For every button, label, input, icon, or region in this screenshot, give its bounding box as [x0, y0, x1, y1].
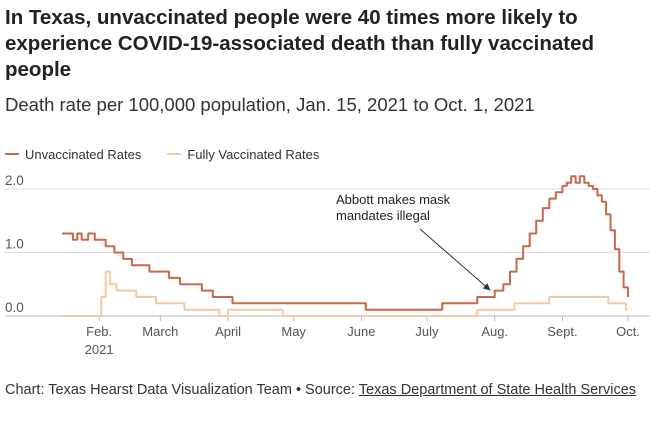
chart-title: In Texas, unvaccinated people were 40 ti…	[5, 6, 595, 81]
x-tick-sublabel: 2021	[85, 342, 114, 357]
y-tick-label: 0.0	[5, 300, 24, 315]
x-tick-label: Aug.	[481, 324, 508, 339]
annotation-arrowhead	[482, 283, 491, 291]
series-line-unvaccinated	[62, 175, 629, 311]
series-line-fully-vaccinated	[62, 270, 628, 317]
annotation-text: Abbott makes mask	[336, 192, 451, 207]
footer-credit: Chart: Texas Hearst Data Visualization T…	[5, 382, 359, 398]
legend-label-unvaccinated: Unvaccinated Rates	[25, 146, 142, 162]
x-tick-label: Feb.	[86, 324, 112, 339]
legend: Unvaccinated Rates Fully Vaccinated Rate…	[5, 145, 345, 163]
x-tick-label: June	[347, 324, 375, 339]
source-link[interactable]: Texas Department of State Health Service…	[358, 382, 637, 398]
chart-subtitle: Death rate per 100,000 population, Jan. …	[5, 94, 535, 115]
series-lines	[62, 175, 629, 317]
y-tick-label: 1.0	[5, 237, 24, 252]
legend-item-unvaccinated: Unvaccinated Rates	[5, 147, 141, 162]
x-axis-ticks: Feb. 2021 March April May June July Aug. Sept. Oc…	[85, 316, 640, 357]
annotation-text: mandates illegal	[336, 208, 430, 223]
legend-item-fully-vaccinated: Fully Vaccinated Rates	[167, 147, 319, 162]
x-tick-label: Oct.	[616, 324, 640, 339]
x-tick-label: May	[281, 324, 306, 339]
legend-swatch-unvaccinated	[5, 153, 19, 155]
legend-swatch-fully-vaccinated	[167, 153, 182, 155]
x-tick-label: April	[215, 324, 241, 339]
y-axis-ticks: 0.0 1.0 2.0	[5, 173, 24, 315]
annotation-arrow-line	[419, 228, 491, 291]
line-chart: 0.0 1.0 2.0 Feb. 2021 March April May June July A…	[5, 173, 650, 357]
legend-label-fully-vaccinated: Fully Vaccinated Rates	[187, 146, 320, 162]
y-tick-label: 2.0	[5, 173, 24, 188]
x-tick-label: July	[415, 324, 439, 339]
footer: Chart: Texas Hearst Data Visualization T…	[5, 382, 650, 399]
x-tick-label: Sept.	[547, 324, 577, 339]
x-tick-label: March	[142, 324, 178, 339]
